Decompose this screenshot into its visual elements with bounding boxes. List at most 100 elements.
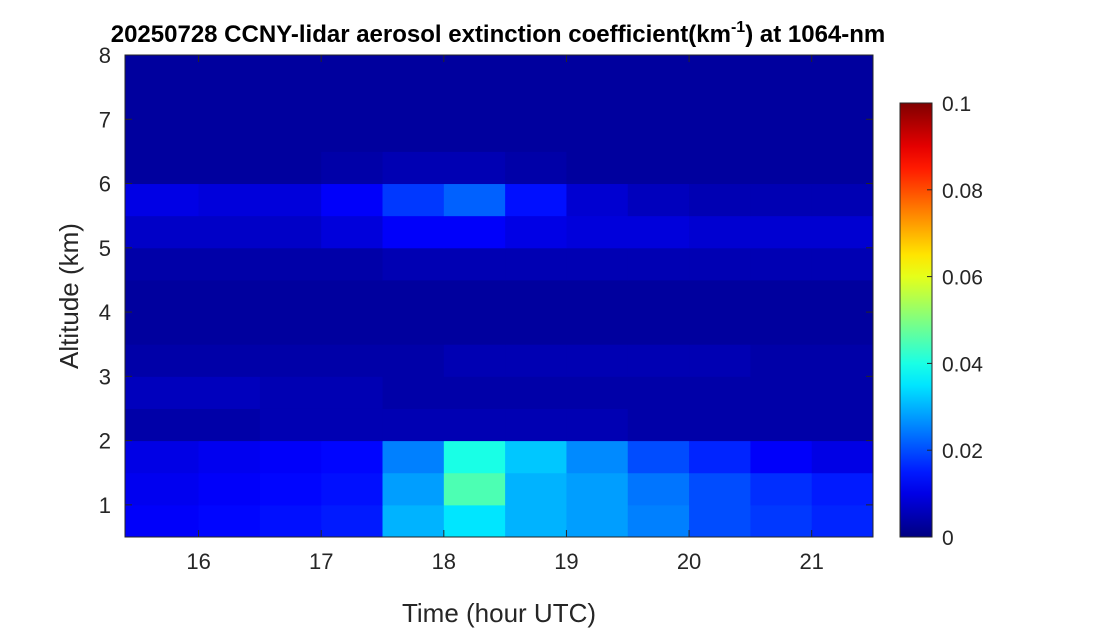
- title-text: ) at 1064-nm: [745, 21, 885, 48]
- heatmap-cell: [811, 55, 874, 88]
- heatmap-cell: [443, 408, 506, 442]
- heatmap-cell: [198, 504, 261, 538]
- y-tick-label: 6: [99, 172, 111, 197]
- heatmap-cell: [811, 247, 874, 281]
- heatmap-cell: [443, 472, 506, 506]
- heatmap-cell: [505, 408, 567, 442]
- heatmap-cell: [750, 55, 813, 88]
- heatmap-cell: [811, 472, 874, 506]
- heatmap-cell: [125, 504, 200, 538]
- y-tick-label: 1: [99, 493, 111, 518]
- heatmap-cell: [443, 55, 506, 88]
- colorbar-tick-label: 0.04: [942, 353, 983, 376]
- heatmap-cell: [443, 440, 506, 474]
- heatmap-cell: [811, 376, 874, 409]
- heatmap-cell: [259, 55, 322, 88]
- heatmap-cell: [627, 344, 690, 377]
- heatmap-cell: [566, 312, 629, 345]
- heatmap-cell: [443, 247, 506, 281]
- heatmap-cell: [443, 376, 506, 409]
- heatmap-cell: [566, 376, 629, 409]
- heatmap-cell: [198, 247, 261, 281]
- heatmap-cell: [566, 472, 629, 506]
- heatmap-cell: [198, 151, 261, 185]
- heatmap-cell: [689, 504, 751, 538]
- heatmap-cell: [505, 279, 567, 313]
- heatmap-cell: [627, 119, 690, 152]
- heatmap-cell: [566, 215, 629, 249]
- heatmap-cell: [566, 55, 629, 88]
- colorbar: [899, 102, 933, 538]
- heatmap-cell: [627, 312, 690, 345]
- heatmap-cell: [125, 183, 200, 217]
- heatmap-cell: [125, 472, 200, 506]
- heatmap-cell: [811, 408, 874, 442]
- heatmap-cell: [505, 183, 567, 217]
- heatmap-cell: [125, 344, 200, 377]
- heatmap-cell: [505, 440, 567, 474]
- heatmap-cell: [505, 215, 567, 249]
- y-axis-label: Altitude (km): [54, 223, 84, 369]
- x-tick-label: 16: [186, 549, 210, 574]
- heatmap-cell: [198, 215, 261, 249]
- heatmap-cell: [125, 87, 200, 120]
- heatmap-cell: [259, 408, 322, 442]
- colorbar-tick-label: 0.02: [942, 440, 983, 463]
- heatmap-cell: [321, 151, 384, 185]
- heatmap-cell: [566, 408, 629, 442]
- heatmap-cell: [321, 504, 384, 538]
- heatmap-cell: [382, 151, 445, 185]
- x-tick-label: 21: [799, 549, 823, 574]
- heatmap-cell: [627, 87, 690, 120]
- heatmap-cell: [750, 472, 813, 506]
- y-tick-label: 3: [99, 364, 111, 389]
- heatmap-cell: [198, 344, 261, 377]
- heatmap-cell: [811, 151, 874, 185]
- heatmap-cell: [689, 376, 751, 409]
- heatmap-cell: [198, 119, 261, 152]
- heatmap-cell: [443, 344, 506, 377]
- y-tick-label: 4: [99, 300, 111, 325]
- x-tick-label: 18: [432, 549, 456, 574]
- colorbar-tick-label: 0: [942, 527, 954, 550]
- heatmap-cell: [627, 151, 690, 185]
- colorbar-tick-label: 0.06: [942, 267, 983, 290]
- heatmap-cell: [198, 87, 261, 120]
- heatmap-cell: [750, 215, 813, 249]
- heatmap-cell: [125, 376, 200, 409]
- heatmap-cell: [198, 55, 261, 88]
- heatmap-cell: [382, 279, 445, 313]
- heatmap-cell: [198, 279, 261, 313]
- heatmap-cell: [443, 312, 506, 345]
- heatmap-cell: [811, 344, 874, 377]
- heatmap-cell: [566, 279, 629, 313]
- heatmap-cell: [443, 215, 506, 249]
- heatmap-cell: [750, 408, 813, 442]
- heatmap-cell: [566, 183, 629, 217]
- heatmap-cell: [321, 183, 384, 217]
- heatmap-cell: [321, 55, 384, 88]
- heatmap-cell: [750, 279, 813, 313]
- heatmap-cell: [259, 504, 322, 538]
- heatmap-cell: [198, 183, 261, 217]
- heatmap-cell: [811, 87, 874, 120]
- heatmap-cell: [750, 247, 813, 281]
- heatmap-cell: [627, 247, 690, 281]
- heatmap-cell: [811, 183, 874, 217]
- heatmap-cell: [198, 440, 261, 474]
- heatmap-cell: [382, 408, 445, 442]
- heatmap-cell: [321, 408, 384, 442]
- heatmap-cell: [811, 279, 874, 313]
- heatmap-cell: [627, 472, 690, 506]
- heatmap-cell: [198, 472, 261, 506]
- heatmap-cell: [689, 344, 751, 377]
- x-tick-label: 20: [677, 549, 701, 574]
- heatmap-cell: [750, 312, 813, 345]
- y-tick-label: 5: [99, 236, 111, 261]
- chart-title: 20250728 CCNY-lidar aerosol extinction c…: [111, 19, 886, 48]
- heatmap-cell: [321, 312, 384, 345]
- heatmap-cell: [382, 87, 445, 120]
- heatmap-cell: [750, 440, 813, 474]
- heatmap-cell: [627, 408, 690, 442]
